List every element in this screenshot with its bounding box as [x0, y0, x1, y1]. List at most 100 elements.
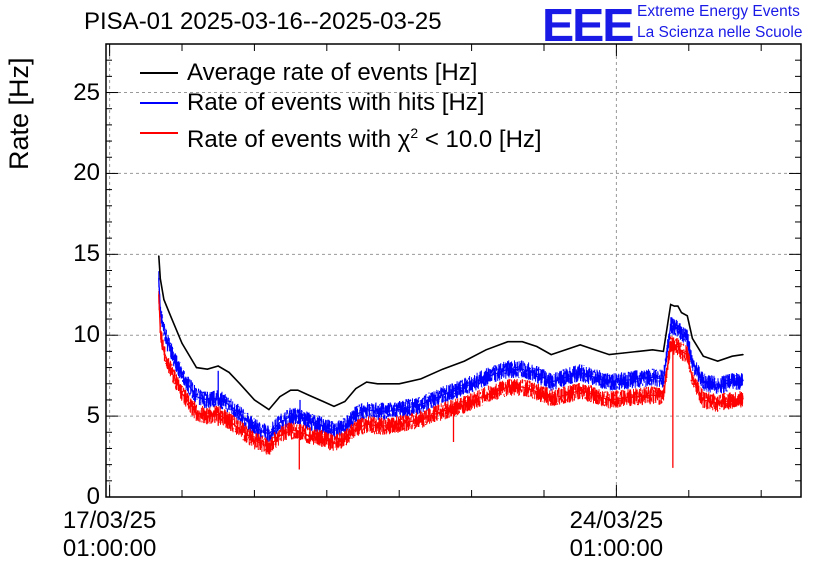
data-point [608, 399, 610, 401]
data-point [322, 425, 324, 427]
data-point [565, 349, 567, 351]
logo-line-2: La Scienza nelle Scuole [637, 24, 803, 41]
data-point [662, 350, 665, 352]
data-point [550, 397, 552, 399]
data-point [206, 415, 208, 417]
plot-frame [105, 43, 802, 498]
data-point [308, 434, 310, 437]
x-tick-time: 01:00:00 [62, 535, 157, 562]
data-point [742, 354, 744, 356]
eee-logo: EEE [542, 0, 634, 51]
data-point [376, 425, 379, 427]
data-point [702, 399, 704, 401]
data-point [673, 345, 675, 348]
data-point [333, 405, 335, 407]
data-point [686, 315, 688, 317]
legend-label-average: Average rate of events [Hz] [187, 59, 478, 86]
data-point [387, 383, 389, 385]
data-point [170, 370, 172, 372]
data-point [731, 399, 733, 401]
data-point [366, 423, 368, 425]
data-point [195, 396, 198, 398]
data-point [181, 375, 183, 377]
chart-title: PISA-01 2025-03-16--2025-03-25 [84, 8, 442, 35]
data-point [159, 278, 161, 280]
data-point [521, 341, 523, 343]
data-point [652, 394, 654, 396]
data-point [297, 415, 299, 417]
data-point [333, 443, 335, 445]
data-point [333, 430, 335, 432]
data-point [717, 384, 719, 386]
data-point [387, 410, 389, 412]
data-point [158, 294, 160, 296]
y-tick-label: 25 [73, 78, 100, 106]
legend-swatch-chi2 [140, 132, 178, 134]
data-point [344, 400, 346, 403]
data-point [290, 415, 292, 417]
data-point [550, 381, 552, 383]
data-point [742, 397, 744, 399]
data-point [623, 352, 625, 354]
data-point [268, 433, 270, 435]
data-point [702, 355, 704, 357]
data-point [239, 383, 241, 385]
data-point [217, 365, 219, 367]
series-line-2 [158, 294, 744, 448]
data-point [217, 413, 219, 416]
data-point [565, 376, 567, 378]
legend-label-chi2: Rate of events with χ2 < 10.0 [Hz] [187, 119, 542, 154]
data-point [279, 434, 281, 437]
data-point [652, 349, 654, 351]
data-point [662, 396, 665, 398]
data-point [158, 278, 160, 280]
legend-swatch-average [140, 72, 178, 74]
series-line-1 [158, 278, 744, 435]
data-point [680, 350, 683, 352]
data-point [355, 388, 357, 390]
data-point [521, 368, 523, 370]
data-point [442, 368, 444, 370]
data-point [228, 371, 230, 373]
data-point [387, 425, 389, 427]
data-point [398, 409, 400, 411]
data-point [507, 386, 509, 388]
data-point [308, 394, 310, 396]
data-point [463, 386, 465, 388]
data-point [420, 418, 422, 420]
x-tick-label: 17/03/25 01:00:00 [45, 507, 175, 563]
data-point [322, 438, 324, 440]
data-point [485, 349, 487, 351]
legend-label-hits: Rate of events with hits [Hz] [187, 89, 485, 116]
data-point [253, 399, 255, 401]
data-point [652, 376, 654, 378]
data-point [279, 422, 281, 424]
logo-line-1: Extreme Energy Events [637, 3, 800, 20]
data-point [677, 328, 679, 330]
data-point [366, 409, 368, 411]
data-point [181, 342, 183, 344]
data-point [268, 409, 270, 411]
data-point [594, 349, 596, 351]
data-point [308, 420, 310, 422]
data-point [442, 394, 444, 396]
data-point [290, 389, 292, 391]
data-point [463, 404, 465, 406]
legend-swatch-hits [140, 102, 178, 104]
data-point [355, 413, 357, 416]
data-point [376, 410, 379, 412]
data-point [550, 354, 552, 356]
data-point [579, 344, 581, 346]
data-point [680, 333, 683, 335]
data-point [217, 397, 219, 399]
data-point [608, 381, 610, 383]
data-point [608, 354, 610, 356]
y-tick-label: 20 [73, 159, 100, 187]
data-point [297, 389, 299, 391]
data-point [536, 345, 538, 348]
data-point [355, 428, 357, 430]
data-point [637, 350, 639, 352]
data-point [376, 383, 379, 385]
x-tick-date: 24/03/25 [569, 507, 664, 534]
